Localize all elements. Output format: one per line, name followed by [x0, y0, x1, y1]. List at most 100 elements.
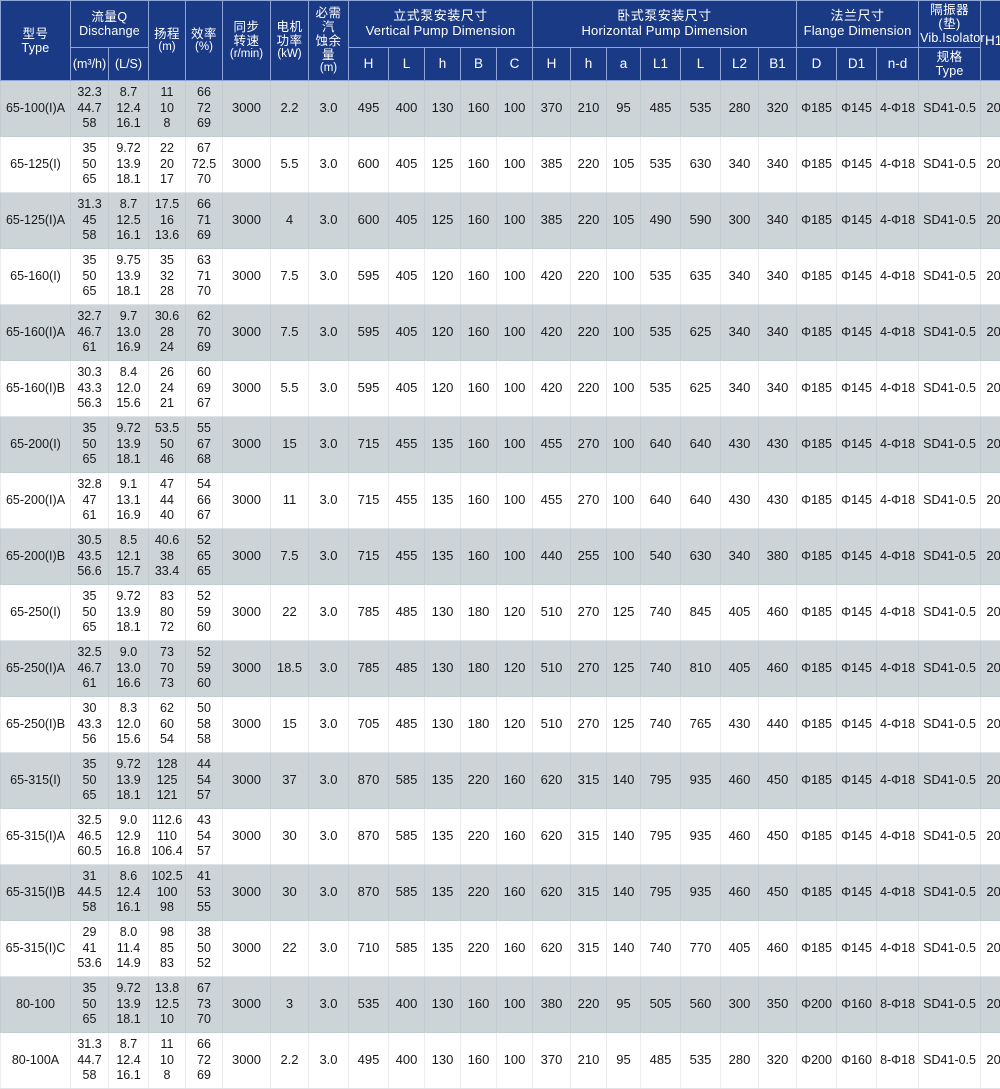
cell-vertical-C: 160 [497, 753, 533, 809]
cell-vertical-h: 130 [425, 585, 461, 641]
cell-head-line: 128 [150, 757, 184, 773]
cell-vertical-H: 870 [349, 809, 389, 865]
cell-vertical-L: 485 [389, 641, 425, 697]
cell-h1: 20 [981, 753, 1000, 809]
cell-speed: 3000 [223, 249, 271, 305]
cell-model: 65-125(I)A [1, 193, 71, 249]
cell-head-line: 83 [150, 589, 184, 605]
cell-discharge-ls-line: 8.6 [110, 869, 147, 885]
cell-discharge-ls-line: 12.9 [110, 829, 147, 845]
cell-model: 65-200(I) [1, 417, 71, 473]
cell-npsh: 3.0 [309, 81, 349, 137]
col-discharge-ls: (L/S) [109, 48, 149, 81]
cell-efficiency-line: 54 [187, 773, 221, 789]
cell-flange-D1: Φ145 [837, 249, 877, 305]
cell-efficiency-line: 63 [187, 253, 221, 269]
cell-flange-D: Φ185 [797, 529, 837, 585]
cell-horizontal-L: 535 [681, 81, 721, 137]
col-flange-D1: D1 [837, 48, 877, 81]
cell-discharge-m3h-line: 50 [72, 997, 107, 1013]
cell-vertical-C: 100 [497, 193, 533, 249]
cell-efficiency-line: 66 [187, 85, 221, 101]
cell-vertical-H: 535 [349, 977, 389, 1033]
cell-discharge-ls-line: 16.8 [110, 844, 147, 860]
cell-head-line: 50 [150, 437, 184, 453]
col-vertical-cn: 立式泵安装尺寸 [350, 9, 531, 24]
cell-head-line: 10 [150, 1053, 184, 1069]
cell-flange-nd: 4-Φ18 [877, 641, 919, 697]
cell-vertical-L: 485 [389, 585, 425, 641]
cell-horizontal-H: 455 [533, 417, 571, 473]
cell-horizontal-a: 100 [607, 529, 641, 585]
cell-efficiency-line: 67 [187, 396, 221, 412]
cell-power: 4 [271, 193, 309, 249]
cell-vertical-H: 595 [349, 249, 389, 305]
cell-discharge-ls-line: 16.9 [110, 340, 147, 356]
cell-horizontal-L2: 460 [721, 753, 759, 809]
cell-vertical-C: 100 [497, 529, 533, 585]
cell-discharge-m3h-line: 32.7 [72, 309, 107, 325]
cell-flange-D1: Φ145 [837, 697, 877, 753]
cell-head-line: 8 [150, 1068, 184, 1084]
cell-isolator-type: SD41-0.5 [919, 473, 981, 529]
cell-horizontal-a: 125 [607, 585, 641, 641]
cell-discharge-ls-line: 9.75 [110, 253, 147, 269]
cell-discharge-ls-line: 8.7 [110, 1037, 147, 1053]
cell-power: 22 [271, 921, 309, 977]
cell-power: 22 [271, 585, 309, 641]
cell-vertical-h: 130 [425, 697, 461, 753]
cell-discharge-m3h-line: 46.5 [72, 829, 107, 845]
cell-vertical-C: 100 [497, 1033, 533, 1089]
cell-efficiency-line: 50 [187, 941, 221, 957]
cell-isolator-type: SD41-0.5 [919, 137, 981, 193]
cell-isolator-type: SD41-0.5 [919, 697, 981, 753]
cell-discharge-m3h-line: 44.7 [72, 101, 107, 117]
cell-vertical-h: 135 [425, 921, 461, 977]
cell-horizontal-L1: 540 [641, 529, 681, 585]
cell-horizontal-a: 95 [607, 81, 641, 137]
cell-efficiency-line: 70 [187, 325, 221, 341]
cell-horizontal-L1: 740 [641, 697, 681, 753]
cell-vertical-L: 400 [389, 977, 425, 1033]
cell-discharge-ls-line: 13.9 [110, 269, 147, 285]
cell-model: 65-250(I)B [1, 697, 71, 753]
cell-horizontal-L: 765 [681, 697, 721, 753]
cell-npsh: 3.0 [309, 921, 349, 977]
cell-power: 3 [271, 977, 309, 1033]
cell-head-line: 85 [150, 941, 184, 957]
cell-vertical-B: 220 [461, 809, 497, 865]
col-vertical-B: B [461, 48, 497, 81]
cell-efficiency-line: 65 [187, 549, 221, 565]
cell-discharge-m3h-line: 50 [72, 269, 107, 285]
cell-flange-D: Φ185 [797, 137, 837, 193]
cell-npsh: 3.0 [309, 137, 349, 193]
cell-efficiency-line: 70 [187, 172, 221, 188]
cell-vertical-H: 595 [349, 305, 389, 361]
col-npsh-unit: (m) [310, 62, 347, 75]
cell-discharge-ls-line: 8.7 [110, 197, 147, 213]
cell-efficiency-line: 69 [187, 340, 221, 356]
cell-isolator-type: SD41-0.5 [919, 81, 981, 137]
cell-npsh: 3.0 [309, 417, 349, 473]
cell-efficiency-line: 66 [187, 197, 221, 213]
cell-head-line: 11 [150, 85, 184, 101]
cell-vertical-L: 400 [389, 1033, 425, 1089]
cell-horizontal-L: 625 [681, 305, 721, 361]
cell-flange-D1: Φ145 [837, 417, 877, 473]
cell-horizontal-L: 635 [681, 249, 721, 305]
cell-flange-D1: Φ145 [837, 585, 877, 641]
cell-efficiency-line: 55 [187, 900, 221, 916]
cell-horizontal-a: 125 [607, 697, 641, 753]
